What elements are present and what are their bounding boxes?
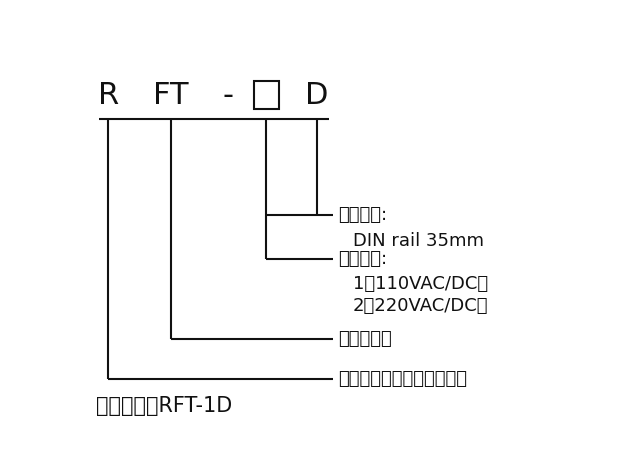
Text: 1（110VAC/DC）: 1（110VAC/DC）: [353, 275, 488, 293]
Text: FT: FT: [153, 80, 188, 110]
Text: 订货示例：RFT-1D: 订货示例：RFT-1D: [96, 396, 232, 416]
Bar: [254, 81, 279, 109]
Text: R: R: [98, 80, 119, 110]
Text: DIN rail 35mm: DIN rail 35mm: [353, 232, 484, 250]
Text: 安装方式:: 安装方式:: [338, 206, 387, 224]
Text: 电压等级:: 电压等级:: [338, 250, 387, 268]
Text: -: -: [222, 80, 234, 110]
Text: D: D: [305, 80, 328, 110]
Text: 2（220VAC/DC）: 2（220VAC/DC）: [353, 297, 488, 315]
Text: 上海聚仁电力科技有限公司: 上海聚仁电力科技有限公司: [338, 370, 467, 388]
Text: 防跳继电器: 防跳继电器: [338, 330, 392, 348]
